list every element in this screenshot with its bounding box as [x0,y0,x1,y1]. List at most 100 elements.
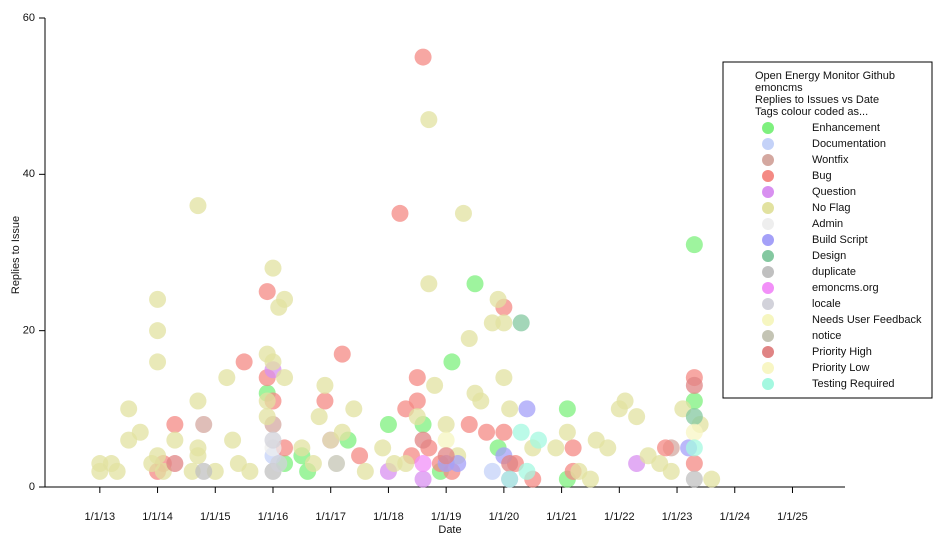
legend-marker [762,154,774,166]
legend-title: Replies to Issues vs Date [755,94,879,106]
point [501,455,519,473]
point [501,470,519,488]
legend-label: notice [812,330,841,342]
point [356,462,374,480]
point [489,290,507,308]
y-axis-label: Replies to Issue [10,216,22,294]
legend-label: emoncms.org [812,282,879,294]
point [189,447,207,465]
point [414,431,432,449]
x-axis-label: Date [438,524,461,536]
point [685,470,703,488]
legend-marker [762,330,774,342]
legend-marker [762,122,774,134]
point [703,470,721,488]
point [224,431,242,449]
point [379,415,397,433]
point [426,376,444,394]
point [558,423,576,441]
point [495,314,513,332]
point [397,455,415,473]
point [166,455,184,473]
legend-marker [762,266,774,278]
point [195,415,213,433]
legend-label: Wontfix [812,154,849,166]
point [345,400,363,418]
legend-label: duplicate [812,266,856,278]
legend-label: Priority High [812,346,872,358]
point [408,408,426,426]
point [195,462,213,480]
point [685,408,703,426]
point [414,455,432,473]
x-tick-label: 1/1/21 [546,511,577,523]
x-tick-label: 1/1/25 [777,511,808,523]
x-tick-label: 1/1/20 [489,511,520,523]
point [189,392,207,410]
point [443,353,461,371]
y-tick-label: 20 [23,325,35,337]
point [218,369,236,387]
point [166,431,184,449]
point [616,392,634,410]
point [495,369,513,387]
point [483,462,501,480]
point [662,462,680,480]
point [149,290,167,308]
point [599,439,617,457]
point [235,353,253,371]
point [270,298,288,316]
legend-marker [762,218,774,230]
point [420,111,438,129]
legend-label: Enhancement [812,122,880,134]
legend-title: Open Energy Monitor Github [755,70,895,82]
legend-label: Question [812,186,856,198]
point [327,455,345,473]
legend-marker [762,170,774,182]
point [581,470,599,488]
point [501,400,519,418]
legend-label: locale [812,298,841,310]
legend-marker [762,314,774,326]
point [512,423,530,441]
x-tick-label: 1/1/22 [604,511,635,523]
point [685,376,703,394]
point [478,423,496,441]
point [530,431,548,449]
point [472,392,490,410]
x-tick-label: 1/1/15 [200,511,231,523]
point [316,376,334,394]
point [408,369,426,387]
x-tick-label: 1/1/17 [315,511,346,523]
legend-label: Design [812,250,846,262]
point [685,439,703,457]
point [466,275,484,293]
x-tick-label: 1/1/19 [431,511,462,523]
y-tick-label: 60 [23,12,35,24]
point [131,423,149,441]
legend-marker [762,138,774,150]
legend-label: Build Script [812,234,868,246]
point [437,431,455,449]
point [437,415,455,433]
legend-marker [762,282,774,294]
legend-title: emoncms [755,82,803,94]
point [512,314,530,332]
legend-label: Documentation [812,138,886,150]
point [276,369,294,387]
point [189,197,207,215]
legend-marker [762,186,774,198]
point [264,259,282,277]
point [264,353,282,371]
point [564,439,582,457]
point [258,283,276,301]
point [241,462,259,480]
point [454,204,472,222]
point [310,408,328,426]
point [270,455,288,473]
point [149,447,167,465]
legend-box [722,61,933,399]
y-tick-label: 40 [23,168,35,180]
legend-label: Admin [812,218,843,230]
